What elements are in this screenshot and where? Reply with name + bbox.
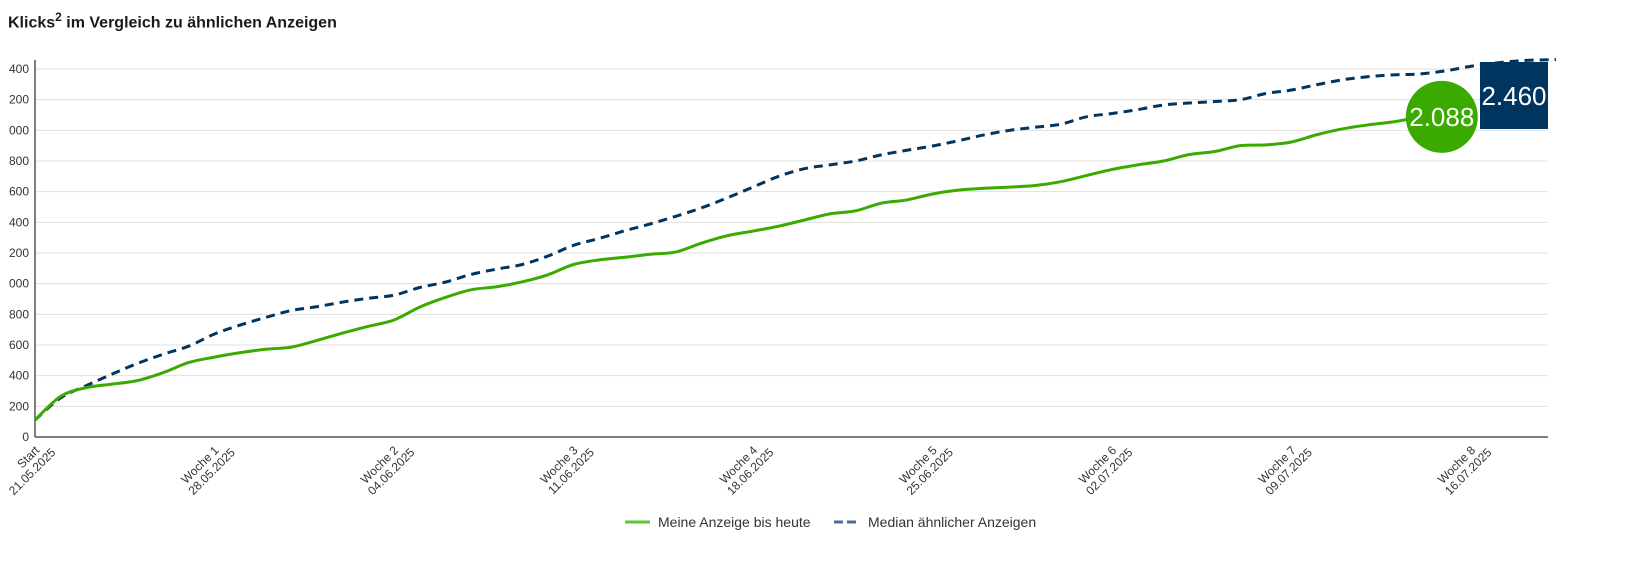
y-tick-label: 800 — [9, 307, 29, 321]
y-tick-label: 400 — [9, 62, 29, 76]
y-tick-label: 000 — [9, 277, 29, 291]
legend-label-median: Median ähnlicher Anzeigen — [868, 514, 1036, 530]
y-tick-label: 000 — [9, 123, 29, 137]
y-tick-label: 600 — [9, 338, 29, 352]
y-tick-label: 200 — [9, 399, 29, 413]
x-tick-label: Woche 418.06.2025 — [715, 436, 777, 498]
median-final-marker — [1480, 62, 1548, 129]
title-superscript: 2 — [55, 10, 62, 24]
x-tick-label: Woche 602.07.2025 — [1074, 436, 1136, 498]
x-tick-label: Woche 204.06.2025 — [356, 436, 418, 498]
y-tick-label: 200 — [9, 93, 29, 107]
x-tick-label: Woche 128.05.2025 — [176, 436, 238, 498]
y-tick-label: 800 — [9, 154, 29, 168]
y-tick-label: 0 — [22, 430, 29, 444]
my-ad-final-marker — [1405, 80, 1478, 153]
title-text: Klicks — [8, 14, 56, 32]
y-tick-label: 400 — [9, 369, 29, 383]
legend-label-my-ad: Meine Anzeige bis heute — [658, 514, 811, 530]
y-tick-label: 200 — [9, 246, 29, 260]
x-tick-label: Start21.05.2025 — [0, 436, 59, 498]
y-tick-label: 600 — [9, 185, 29, 199]
chart-title: Klicks2 im Vergleich zu ähnlichen Anzeig… — [8, 10, 337, 32]
series-median-line — [34, 57, 1557, 422]
my-ad-final-label: 2.088 — [1409, 102, 1474, 132]
y-tick-label: 400 — [9, 215, 29, 229]
x-tick-label: Woche 311.06.2025 — [536, 436, 597, 497]
title-rest: im Vergleich zu ähnlichen Anzeigen — [61, 14, 337, 32]
x-tick-label: Woche 525.06.2025 — [894, 436, 956, 498]
x-tick-label: Woche 816.07.2025 — [1433, 436, 1495, 498]
series-my-ad-line — [33, 115, 1421, 422]
median-final-label: 2.460 — [1481, 81, 1546, 111]
x-tick-label: Woche 709.07.2025 — [1253, 436, 1315, 498]
